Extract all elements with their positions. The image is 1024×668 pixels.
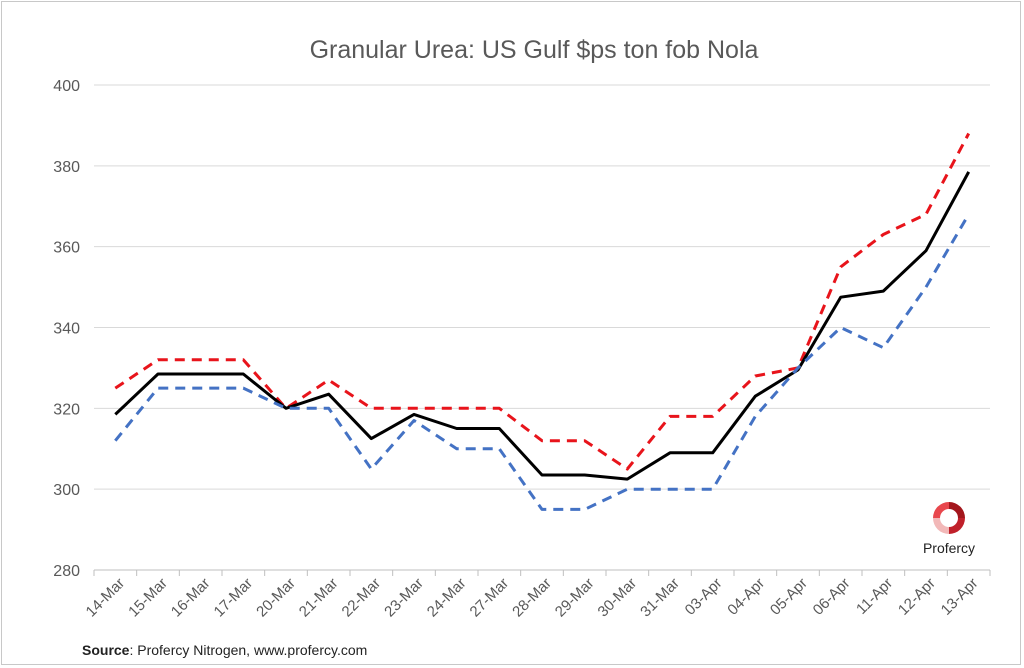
x-tick-label: 03-Apr	[682, 575, 726, 619]
x-axis-ticks: 14-Mar15-Mar16-Mar17-Mar20-Mar21-Mar22-M…	[83, 570, 991, 621]
series-line-1	[114, 132, 971, 471]
x-tick-label: 22-Mar	[339, 575, 385, 621]
x-tick-label: 21-Mar	[296, 575, 342, 621]
x-tick-label: 04-Apr	[724, 575, 768, 619]
x-tick-label: 06-Apr	[810, 575, 854, 619]
x-tick-label: 12-Apr	[895, 575, 939, 619]
logo-text: Profercy	[922, 540, 976, 556]
y-tick-label: 280	[53, 563, 80, 580]
x-tick-label: 20-Mar	[253, 575, 299, 621]
x-tick-label: 27-Mar	[467, 575, 513, 621]
y-axis-ticks: 280 300 320 340 360 380 400	[53, 78, 80, 580]
chart-title: Granular Urea: US Gulf $ps ton fob Nola	[310, 36, 759, 64]
source-note: Source: Profercy Nitrogen, www.profercy.…	[82, 642, 367, 658]
x-tick-label: 28-Mar	[509, 575, 555, 621]
x-tick-label: 13-Apr	[938, 575, 982, 619]
x-tick-label: 11-Apr	[853, 575, 896, 618]
x-tick-label: 15-Mar	[125, 575, 171, 621]
x-tick-label: 30-Mar	[595, 575, 641, 621]
x-tick-label: 31-Mar	[637, 575, 683, 621]
profercy-logo-icon	[933, 502, 965, 534]
series-line-2	[114, 171, 971, 481]
x-tick-label: 05-Apr	[767, 575, 811, 619]
y-tick-label: 360	[53, 240, 80, 257]
y-tick-label: 380	[53, 159, 80, 176]
x-tick-label: 14-Mar	[83, 575, 129, 621]
y-tick-label: 320	[53, 401, 80, 418]
series-lines	[114, 132, 971, 511]
x-tick-label: 29-Mar	[552, 575, 598, 621]
y-tick-label: 400	[53, 78, 80, 95]
x-tick-label: 16-Mar	[168, 575, 214, 621]
x-tick-label: 17-Mar	[211, 575, 257, 621]
source-text: : Profercy Nitrogen, www.profercy.com	[129, 642, 368, 658]
series-line-3	[114, 213, 970, 511]
y-tick-label: 340	[53, 321, 80, 338]
y-tick-label: 300	[53, 482, 80, 499]
source-label: Source	[82, 642, 130, 658]
x-tick-label: 23-Mar	[381, 575, 427, 621]
profercy-logo: Profercy	[918, 500, 980, 560]
x-tick-label: 24-Mar	[424, 575, 470, 621]
gridlines	[94, 84, 990, 571]
